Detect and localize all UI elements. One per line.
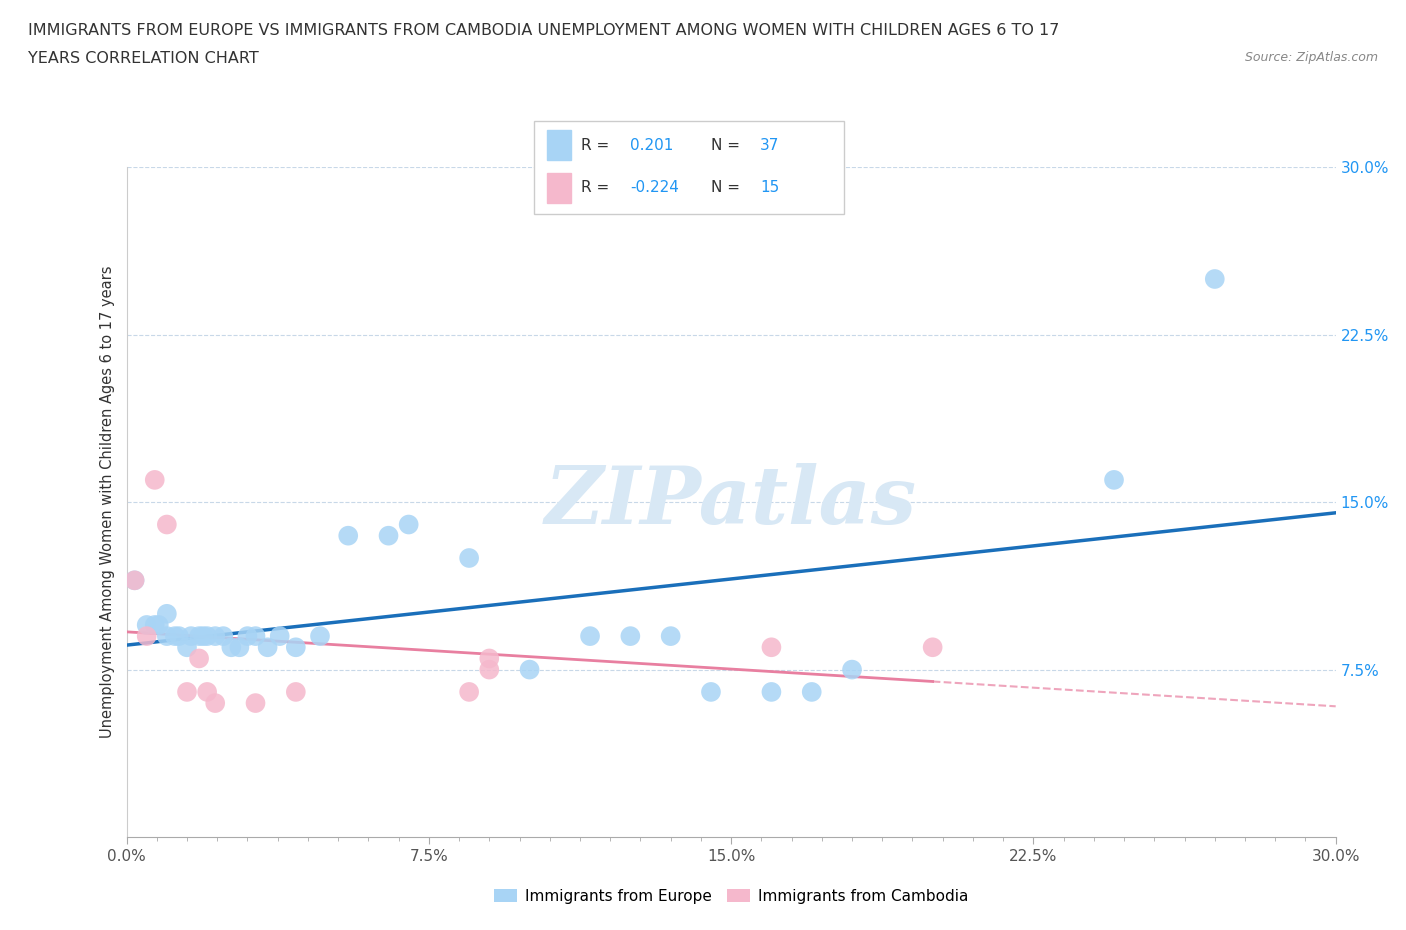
Text: YEARS CORRELATION CHART: YEARS CORRELATION CHART bbox=[28, 51, 259, 66]
Point bbox=[176, 684, 198, 699]
Point bbox=[180, 629, 202, 644]
Point bbox=[124, 573, 146, 588]
Point bbox=[156, 517, 179, 532]
Text: IMMIGRANTS FROM EUROPE VS IMMIGRANTS FROM CAMBODIA UNEMPLOYMENT AMONG WOMEN WITH: IMMIGRANTS FROM EUROPE VS IMMIGRANTS FRO… bbox=[28, 23, 1060, 38]
Text: R =: R = bbox=[581, 180, 614, 195]
Point bbox=[167, 629, 190, 644]
Point bbox=[148, 618, 170, 632]
Legend: Immigrants from Europe, Immigrants from Cambodia: Immigrants from Europe, Immigrants from … bbox=[488, 883, 974, 910]
Point bbox=[135, 618, 157, 632]
Point bbox=[124, 573, 146, 588]
Point bbox=[256, 640, 278, 655]
Text: 37: 37 bbox=[761, 138, 779, 153]
Point bbox=[163, 629, 186, 644]
Point bbox=[1102, 472, 1125, 487]
Text: 0.201: 0.201 bbox=[630, 138, 673, 153]
Point bbox=[156, 629, 179, 644]
Y-axis label: Unemployment Among Women with Children Ages 6 to 17 years: Unemployment Among Women with Children A… bbox=[100, 266, 115, 738]
Point bbox=[478, 662, 501, 677]
Point bbox=[619, 629, 641, 644]
Point bbox=[143, 472, 166, 487]
Point bbox=[377, 528, 399, 543]
Point bbox=[337, 528, 360, 543]
Point bbox=[188, 651, 211, 666]
Point bbox=[204, 629, 226, 644]
Point bbox=[519, 662, 541, 677]
Text: ZIPatlas: ZIPatlas bbox=[546, 463, 917, 541]
Point bbox=[1204, 272, 1226, 286]
Point bbox=[269, 629, 291, 644]
Point bbox=[245, 696, 267, 711]
Point bbox=[176, 640, 198, 655]
Point bbox=[156, 606, 179, 621]
FancyBboxPatch shape bbox=[534, 121, 844, 214]
Bar bbox=[547, 173, 571, 203]
Point bbox=[284, 640, 307, 655]
Text: Source: ZipAtlas.com: Source: ZipAtlas.com bbox=[1244, 51, 1378, 64]
Point bbox=[143, 618, 166, 632]
Point bbox=[228, 640, 250, 655]
Point bbox=[458, 684, 481, 699]
Text: N =: N = bbox=[710, 138, 744, 153]
Point bbox=[191, 629, 214, 644]
Point bbox=[245, 629, 267, 644]
Point bbox=[761, 640, 783, 655]
Point bbox=[921, 640, 943, 655]
Point bbox=[309, 629, 332, 644]
Point bbox=[204, 696, 226, 711]
Point bbox=[478, 651, 501, 666]
Point bbox=[659, 629, 682, 644]
Point bbox=[195, 684, 218, 699]
Point bbox=[579, 629, 602, 644]
Text: R =: R = bbox=[581, 138, 614, 153]
Point bbox=[188, 629, 211, 644]
Text: 15: 15 bbox=[761, 180, 779, 195]
Point bbox=[398, 517, 420, 532]
Point bbox=[841, 662, 863, 677]
Point bbox=[221, 640, 243, 655]
Text: -0.224: -0.224 bbox=[630, 180, 679, 195]
Point bbox=[236, 629, 259, 644]
Text: N =: N = bbox=[710, 180, 744, 195]
Point bbox=[700, 684, 723, 699]
Point bbox=[458, 551, 481, 565]
Point bbox=[800, 684, 823, 699]
Bar bbox=[547, 130, 571, 160]
Point bbox=[761, 684, 783, 699]
Point bbox=[135, 629, 157, 644]
Point bbox=[195, 629, 218, 644]
Point bbox=[284, 684, 307, 699]
Point bbox=[212, 629, 235, 644]
